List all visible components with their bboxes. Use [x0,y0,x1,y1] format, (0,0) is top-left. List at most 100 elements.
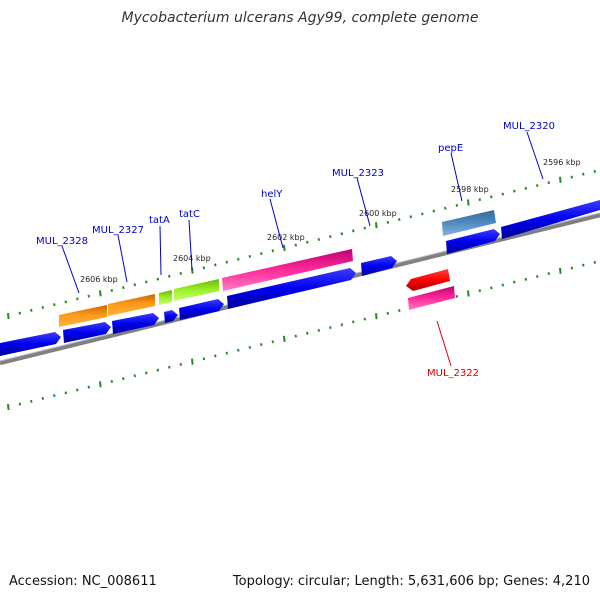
gene-label-mul2323: MUL_2323 [332,168,384,179]
minor-tick [156,368,160,372]
minor-tick [271,249,275,253]
upper-tick-track [7,169,597,320]
minor-tick [156,277,160,281]
gene-label-mul2327: MUL_2327 [92,225,144,236]
minor-tick [501,283,505,287]
minor-tick [168,274,171,278]
minor-tick [340,232,344,236]
minor-tick [41,305,45,309]
cds-arrow [227,268,356,309]
major-tick [467,290,470,297]
cds-track-forward [0,200,600,356]
minor-tick [260,343,263,347]
major-tick [559,176,562,183]
minor-tick [352,229,355,233]
gene-label-leaders [61,131,544,367]
cds-arrow [63,322,111,343]
minor-tick [490,286,493,290]
cds-arrow [0,332,61,356]
major-tick [283,244,286,251]
minor-tick [202,357,206,361]
feature-box-pink [408,286,455,310]
minor-tick [409,215,413,219]
minor-tick [18,402,22,406]
minor-tick [64,300,68,304]
minor-tick [547,181,551,185]
minor-tick [30,399,33,403]
gene-label-mul2322: MUL_2322 [427,368,479,379]
minor-tick [53,303,56,307]
minor-tick [582,172,585,176]
gene-label-hely: helY [261,189,283,200]
minor-tick [501,192,505,196]
scale-label: 2600 kbp [359,209,397,218]
minor-tick [271,340,275,344]
minor-tick [317,328,321,332]
minor-tick [329,326,332,330]
minor-tick [53,394,56,398]
scale-labels: 2606 kbp 2604 kbp 2602 kbp 2600 kbp 2598… [80,158,581,284]
minor-tick [352,320,355,324]
minor-tick [87,294,91,298]
minor-tick [225,351,229,355]
minor-tick [398,218,401,222]
minor-tick [294,334,298,338]
minor-tick [76,297,79,301]
minor-tick [444,206,447,210]
feature-box-orange [108,294,155,316]
feature-box-orange [59,305,107,327]
feature-box-pink [222,249,353,291]
gene-labels: MUL_2328 MUL_2327 tatA tatC helY MUL_232… [36,121,555,379]
scale-label: 2602 kbp [267,233,305,242]
scale-label: 2598 kbp [451,185,489,194]
cds-arrow-red [406,269,450,291]
minor-tick [593,260,597,264]
major-tick [559,267,562,274]
minor-tick [248,254,252,258]
minor-tick [513,189,516,193]
minor-tick [547,272,551,276]
cds-arrow [446,229,500,254]
minor-tick [110,288,114,292]
feature-box-steelblue [442,210,496,236]
minor-tick [30,308,33,312]
minor-tick [536,275,539,279]
lower-tick-track [7,260,597,411]
major-tick [191,358,194,365]
minor-tick [145,371,148,375]
feature-box-green [159,290,172,305]
minor-tick [363,226,367,230]
cds-arrow [179,299,224,320]
minor-tick [179,271,183,275]
minor-tick [421,212,424,216]
minor-tick [536,184,539,188]
minor-tick [490,195,493,199]
scale-label: 2606 kbp [80,275,118,284]
feature-box-green [174,279,219,301]
minor-tick [513,280,516,284]
minor-tick [202,266,206,270]
minor-tick [582,263,585,267]
minor-tick [133,374,137,378]
minor-tick [455,294,459,298]
scale-label: 2604 kbp [173,254,211,263]
minor-tick [133,283,137,287]
minor-tick [340,323,344,327]
gene-label-pepe: pepE [438,143,463,154]
minor-tick [478,198,482,202]
minor-tick [260,252,263,256]
minor-tick [225,260,229,264]
major-tick [7,312,10,320]
minor-tick [317,237,321,241]
gene-label-tata: tatA [149,215,170,226]
major-tick [375,313,378,320]
minor-tick [306,331,309,335]
minor-tick [145,280,148,284]
minor-tick [214,263,217,267]
minor-tick [179,362,183,366]
minor-tick [214,354,217,358]
minor-tick [110,379,114,383]
minor-tick [87,385,91,389]
minor-tick [524,186,528,190]
